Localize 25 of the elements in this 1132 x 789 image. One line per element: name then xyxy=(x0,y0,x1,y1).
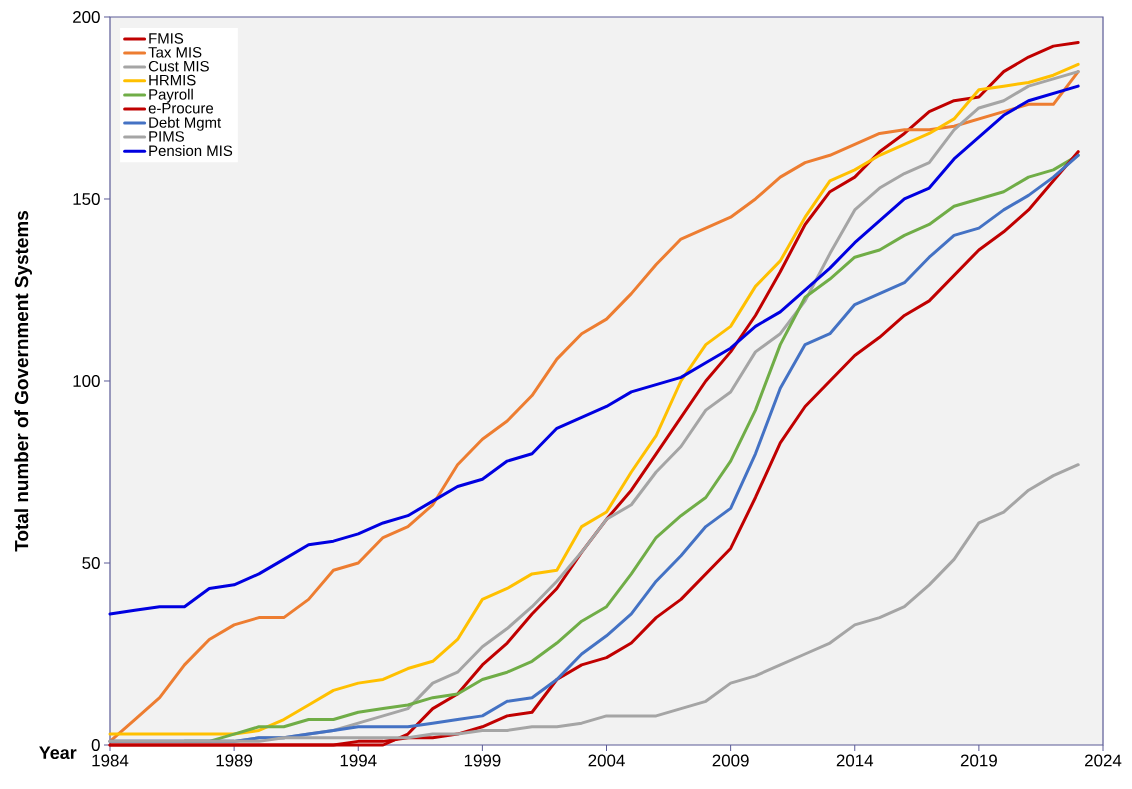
x-tick-label: 2019 xyxy=(960,754,997,767)
y-tick-label: 100 xyxy=(73,375,100,387)
x-tick-label: 2014 xyxy=(836,754,874,767)
legend-label: Tax MIS xyxy=(148,47,202,58)
legend-label: HRMIS xyxy=(149,74,196,86)
y-tick-label: 0 xyxy=(91,739,100,751)
x-tick-label: 1999 xyxy=(464,754,501,767)
legend-label: PIMS xyxy=(149,131,184,142)
x-axis-title: Year xyxy=(39,746,77,760)
legend-label: Debt Mgmt xyxy=(149,116,222,131)
legend-label: Cust MIS xyxy=(148,60,209,72)
y-tick-label: 150 xyxy=(73,193,100,205)
x-tick-label: 2024 xyxy=(1085,754,1122,767)
x-tick-label: 1994 xyxy=(340,754,377,767)
x-tick-label: 2009 xyxy=(712,754,749,767)
legend-label: FMIS xyxy=(149,33,184,44)
y-axis-title: Total number of Government Systems xyxy=(14,211,32,552)
x-tick-label: 1984 xyxy=(92,754,129,767)
x-tick-label: 1989 xyxy=(216,754,253,767)
legend-label: e-Procure xyxy=(148,103,214,114)
y-tick-label: 200 xyxy=(73,10,100,23)
legend-label: Pension MIS xyxy=(149,145,233,157)
y-tick-label: 50 xyxy=(82,557,100,569)
legend-label: Payroll xyxy=(149,88,193,103)
x-tick-label: 2004 xyxy=(588,754,625,767)
